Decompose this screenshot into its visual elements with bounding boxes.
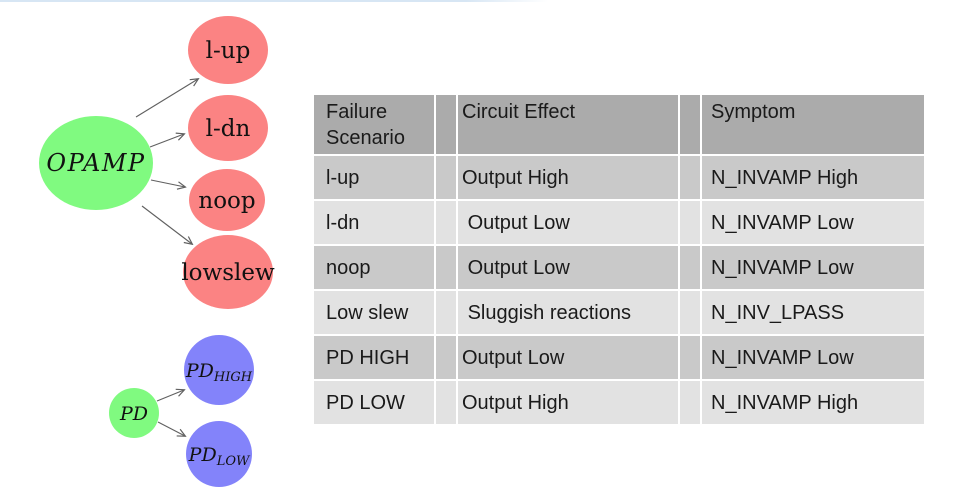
noop-node	[189, 169, 265, 231]
pd-high-label-subscript: HIGH	[213, 370, 253, 385]
l-dn-node-label: l-dn	[206, 116, 251, 142]
cell-failure: PD LOW	[314, 381, 434, 424]
cell-symptom: N_INVAMP Low	[702, 201, 924, 244]
fault-tree-diagram: OPAMP l-up l-dn noop lowslew PD PDHIGH P…	[39, 16, 275, 487]
header-cell-spacer-1	[436, 95, 456, 154]
cell-spacer	[680, 246, 700, 289]
cell-failure: Low slew	[314, 291, 434, 334]
pd-low-node	[186, 421, 252, 487]
pd-high-node-label: PDHIGH	[185, 360, 253, 385]
cell-symptom: N_INV_LPASS	[702, 291, 924, 334]
header-cell-symptom: Symptom	[702, 95, 924, 154]
cell-spacer	[680, 156, 700, 199]
cell-spacer	[680, 381, 700, 424]
header-cell-spacer-2	[680, 95, 700, 154]
cell-failure: l-dn	[314, 201, 434, 244]
l-up-node	[188, 16, 268, 84]
pd-high-node	[184, 335, 254, 405]
header-cell-circuit-effect: Circuit Effect	[458, 95, 678, 154]
cell-symptom: N_INVAMP Low	[702, 336, 924, 379]
cell-failure: l-up	[314, 156, 434, 199]
cell-spacer	[436, 156, 456, 199]
l-up-node-label: l-up	[206, 38, 251, 64]
cell-spacer	[680, 291, 700, 334]
opamp-node-label: OPAMP	[46, 149, 145, 177]
pd-low-label-subscript: LOW	[216, 454, 251, 469]
window-top-edge	[0, 0, 548, 2]
arrow-opamp-to-lowslew	[141, 205, 192, 244]
pd-low-label-main: PD	[188, 444, 217, 466]
opamp-node	[39, 116, 153, 210]
cell-effect: Output High	[458, 156, 678, 199]
cell-spacer	[680, 336, 700, 379]
cell-spacer	[436, 381, 456, 424]
arrow-opamp-to-noop	[150, 179, 185, 187]
cell-failure: noop	[314, 246, 434, 289]
cell-effect: Output Low	[458, 246, 678, 289]
noop-node-label: noop	[198, 188, 255, 214]
cell-effect: Output Low	[458, 201, 678, 244]
cell-symptom: N_INVAMP Low	[702, 246, 924, 289]
cell-effect: Output High	[458, 381, 678, 424]
lowslew-node-label: lowslew	[181, 260, 275, 286]
cell-spacer	[436, 291, 456, 334]
pd-node	[109, 388, 159, 438]
arrow-opamp-to-l-dn	[149, 134, 184, 148]
arrow-opamp-to-l-up	[135, 79, 198, 118]
cell-symptom: N_INVAMP High	[702, 156, 924, 199]
cell-effect: Output Low	[458, 336, 678, 379]
l-dn-node	[188, 95, 268, 161]
pd-high-label-main: PD	[185, 360, 214, 382]
arrow-pd-to-pdhigh	[156, 390, 184, 402]
cell-symptom: N_INVAMP High	[702, 381, 924, 424]
cell-effect: Sluggish reactions	[458, 291, 678, 334]
cell-spacer	[436, 246, 456, 289]
cell-spacer	[436, 201, 456, 244]
cell-spacer	[436, 336, 456, 379]
header-cell-failure-scenario: Failure Scenario	[314, 95, 434, 154]
failure-scenario-table: Failure Scenario Circuit Effect Symptom …	[314, 95, 924, 424]
cell-spacer	[680, 201, 700, 244]
cell-failure: PD HIGH	[314, 336, 434, 379]
pd-node-label: PD	[119, 403, 148, 425]
lowslew-node	[183, 235, 273, 309]
pd-low-node-label: PDLOW	[188, 444, 251, 469]
arrow-pd-to-pdlow	[157, 421, 185, 436]
